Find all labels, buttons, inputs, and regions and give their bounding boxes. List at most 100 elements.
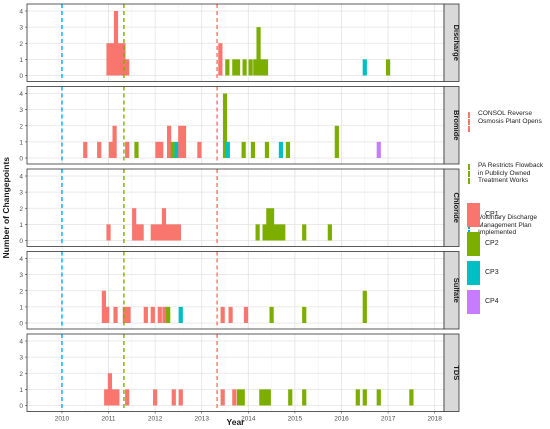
event-legend-label: Voluntary Discharge Management Plan Implem… — [478, 214, 537, 237]
bar-cp4 — [376, 141, 381, 158]
bar-cp1 — [178, 389, 183, 406]
bar-cp1 — [169, 224, 174, 241]
bar-cp3 — [362, 59, 367, 76]
bar-cp2 — [255, 224, 260, 241]
bar-cp2 — [262, 224, 267, 241]
legend-swatch — [467, 203, 480, 227]
x-tick-label: 2010 — [55, 416, 70, 423]
x-tick-label: 2016 — [334, 416, 349, 423]
panel-background — [27, 86, 444, 164]
changepoint-legend-item: CP4 — [466, 290, 550, 319]
bar-cp1 — [165, 224, 170, 241]
x-axis-title: Year — [227, 417, 246, 427]
bar-cp2 — [222, 93, 228, 158]
bar-cp1 — [121, 43, 126, 76]
bar-cp1 — [150, 224, 155, 241]
bar-cp2 — [269, 208, 275, 241]
bar-cp2 — [281, 224, 286, 241]
bar-cp3 — [178, 306, 183, 323]
bar-cp2 — [362, 290, 367, 323]
bar-cp2 — [262, 389, 268, 406]
changepoint-legend: CP1 CP2 CP3 CP4 — [466, 203, 550, 319]
x-tick-label: 2017 — [381, 416, 396, 423]
bar-cp2 — [266, 208, 271, 241]
bar-cp1 — [107, 373, 113, 406]
bar-cp2 — [302, 389, 307, 406]
event-legend-dash — [468, 112, 470, 132]
x-tick-label: 2018 — [427, 416, 442, 423]
bar-cp1 — [220, 306, 225, 323]
y-tick-label: 1 — [19, 139, 23, 146]
event-legend-label-line: CONSOL Reverse — [478, 110, 532, 117]
y-tick-label: 3 — [19, 107, 23, 114]
bar-cp1 — [135, 224, 140, 241]
bar-cp1 — [108, 141, 113, 158]
bar-cp2 — [277, 224, 282, 241]
y-axis-title: Number of Changepoints — [1, 157, 11, 259]
legend-label: CP1 — [485, 211, 499, 218]
bar-cp1 — [161, 208, 167, 241]
facet-strip — [443, 3, 460, 82]
panel-sulfate: 0 1 2 3 4 Sulfate — [19, 251, 461, 330]
y-tick-label: 4 — [19, 256, 23, 263]
bar-cp1 — [111, 389, 116, 406]
event-legend-item: PA Restricts Flowback in Publicly Owned Tr… — [466, 162, 550, 214]
bar-cp1 — [117, 43, 122, 76]
y-tick-label: 1 — [19, 57, 23, 64]
bar-cp1 — [106, 224, 111, 241]
bar-cp2 — [260, 59, 265, 76]
bar-cp2 — [256, 27, 261, 76]
bar-cp1 — [158, 224, 163, 241]
legend-label: CP3 — [485, 269, 499, 276]
panel-chloride: 0 1 2 3 4 Chloride — [19, 168, 461, 247]
y-tick-label: 2 — [19, 123, 23, 130]
bar-cp1 — [153, 389, 158, 406]
event-legend-label-line: Voluntary Discharge — [478, 214, 538, 221]
bar-cp2 — [232, 59, 237, 76]
bar-cp2 — [385, 59, 391, 76]
bar-cp1 — [115, 389, 120, 406]
bar-cp2 — [327, 224, 332, 241]
y-tick-label: 2 — [19, 206, 23, 213]
bar-cp2 — [240, 389, 245, 406]
bar-cp3 — [174, 141, 179, 158]
bar-cp2 — [409, 389, 414, 406]
panel-tds: 0 1 2 3 4 TDS — [19, 333, 461, 412]
facet-strip — [443, 251, 460, 330]
facet-label: Sulfate — [452, 278, 461, 303]
bar-cp1 — [218, 43, 223, 76]
bar-cp2 — [225, 59, 230, 76]
panel-background — [27, 169, 444, 247]
bar-cp1 — [173, 224, 178, 241]
x-tick-label: 2012 — [148, 416, 163, 423]
bar-cp2 — [170, 141, 175, 158]
bar-cp1 — [228, 306, 233, 323]
bar-cp1 — [104, 389, 109, 406]
bar-cp2 — [264, 141, 270, 158]
bar-cp1 — [243, 306, 249, 323]
event-legend-label: PA Restricts Flowback in Publicly Owned Tr… — [478, 162, 543, 185]
bar-cp1 — [157, 306, 162, 323]
bar-cp1 — [197, 141, 202, 158]
y-tick-label: 1 — [19, 304, 23, 311]
x-tick-label: 2014 — [241, 416, 256, 423]
event-legend: CONSOL Reverse Osmosis Plant Opens PA Rest… — [466, 110, 550, 266]
y-tick-label: 1 — [19, 387, 23, 394]
bar-cp1 — [159, 141, 164, 158]
facet-strip — [443, 333, 460, 412]
event-legend-label-line: PA Restricts Flowback — [478, 162, 544, 169]
bar-cp2 — [134, 141, 139, 158]
changepoint-legend-item: CP3 — [466, 261, 550, 290]
bar-cp1 — [113, 11, 119, 76]
panel-background — [27, 251, 444, 329]
bar-cp1 — [154, 224, 159, 241]
facet-label: Bromide — [452, 110, 461, 140]
bar-cp1 — [126, 306, 131, 323]
bar-cp2 — [302, 306, 307, 323]
bar-cp2 — [355, 389, 360, 406]
legend-label: CP4 — [485, 298, 499, 305]
y-tick-label: 0 — [19, 156, 23, 163]
bar-cp2 — [273, 224, 278, 241]
y-tick-label: 4 — [19, 91, 23, 98]
